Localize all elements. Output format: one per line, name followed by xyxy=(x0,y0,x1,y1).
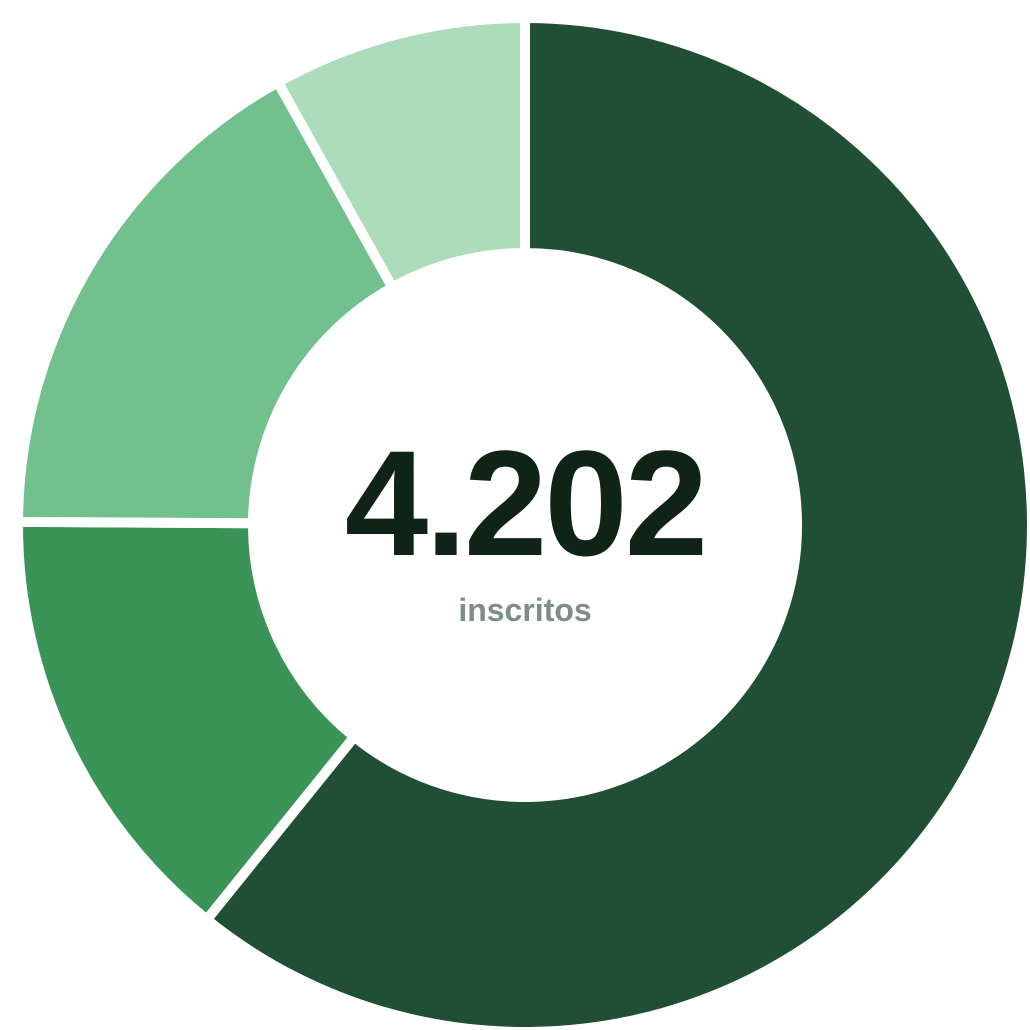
donut-slice-3 xyxy=(12,75,400,529)
donut-slices xyxy=(12,12,1030,1030)
total-label: inscritos xyxy=(458,592,591,628)
donut-slice-2 xyxy=(13,516,362,927)
donut-slice-1 xyxy=(199,12,1030,1030)
total-value: 4.202 xyxy=(345,419,705,587)
donut-slice-4 xyxy=(271,12,530,295)
